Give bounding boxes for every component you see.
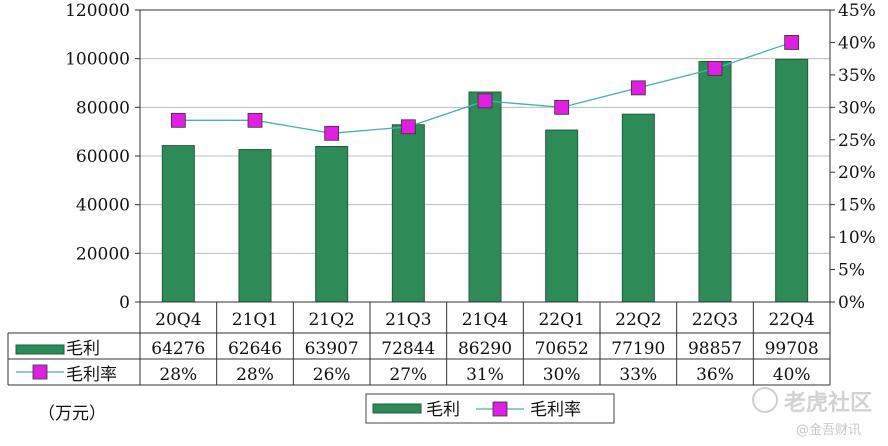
left-axis-tick-label: 120000 <box>65 1 130 21</box>
table-cell-gross-profit: 86290 <box>458 339 512 359</box>
bar-21Q3 <box>391 124 425 303</box>
legend-swatch-marker <box>492 401 508 417</box>
table-cell-gross-margin: 33% <box>619 365 657 385</box>
table-cell-gross-margin: 28% <box>236 365 274 385</box>
right-axis-tick-label: 20% <box>838 163 876 183</box>
legend: 毛利 毛利率 <box>365 393 615 424</box>
bar-layer <box>161 58 809 303</box>
category-label: 22Q3 <box>692 310 738 330</box>
right-axis-tick-label: 0% <box>838 293 865 313</box>
category-label: 20Q4 <box>155 310 201 330</box>
right-axis-tick-label: 40% <box>838 33 876 53</box>
bar-22Q4 <box>775 58 809 303</box>
table-cell-gross-margin: 31% <box>466 365 504 385</box>
marker-21Q4 <box>477 93 493 109</box>
right-axis-tick-label: 25% <box>838 131 876 151</box>
marker-22Q4 <box>784 35 800 50</box>
left-axis-tick-label: 20000 <box>76 244 130 264</box>
table-row-gross-margin: 毛利率 28% 28% 26% 27% 31% 30% 33% 36% 40% <box>16 364 811 385</box>
watermark-brand: 老虎社区 <box>784 391 873 416</box>
marker-22Q2 <box>630 80 646 96</box>
table-row-gross-profit: 毛利 64276 62646 63907 72844 86290 70652 77190 98… <box>15 339 819 359</box>
category-label: 21Q1 <box>232 310 278 330</box>
right-axis-tick-label: 15% <box>838 196 876 216</box>
category-label: 21Q3 <box>385 310 431 330</box>
marker-21Q2 <box>324 125 340 141</box>
bar-21Q1 <box>238 149 272 303</box>
line-layer <box>170 35 800 141</box>
left-axis-tick-label: 80000 <box>76 98 130 118</box>
right-axis: 0% 5% 10% 15% 20% 25% 30% 35% 40% 45% <box>830 1 876 313</box>
table-cell-gross-profit: 98857 <box>688 339 742 359</box>
table-cell-gross-profit: 63907 <box>305 339 359 359</box>
marker-21Q3 <box>400 119 416 135</box>
category-label: 21Q4 <box>462 310 508 330</box>
marker-22Q3 <box>707 61 723 76</box>
table-cell-gross-margin: 28% <box>159 365 197 385</box>
data-table: 20Q4 21Q1 21Q2 21Q3 21Q4 22Q1 22Q2 22Q3 22Q4 毛利 … <box>7 302 831 386</box>
right-axis-tick-label: 5% <box>838 261 865 281</box>
table-cell-gross-profit: 70652 <box>535 339 589 359</box>
left-axis-tick-label: 100000 <box>65 50 130 70</box>
right-axis-tick-label: 35% <box>838 66 876 86</box>
unit-label: （万元） <box>38 404 106 424</box>
bar-21Q2 <box>315 145 349 303</box>
bar-22Q1 <box>545 129 579 303</box>
marker-21Q1 <box>247 112 263 128</box>
left-axis-tick-label: 0 <box>119 293 130 313</box>
table-cell-gross-profit: 64276 <box>151 339 205 359</box>
legend-swatch-bar <box>372 403 422 414</box>
left-axis-tick-label: 40000 <box>76 196 130 216</box>
table-cell-gross-profit: 77190 <box>611 339 665 359</box>
marker-22Q1 <box>554 99 570 115</box>
bar-20Q4 <box>161 145 195 303</box>
table-cell-gross-margin: 27% <box>389 365 427 385</box>
category-label: 21Q2 <box>308 310 354 330</box>
table-cell-gross-margin: 40% <box>773 365 811 385</box>
left-axis-tick-label: 60000 <box>76 147 130 167</box>
category-label: 22Q4 <box>768 310 814 330</box>
category-label: 22Q1 <box>538 310 584 330</box>
table-cell-gross-margin: 30% <box>543 365 581 385</box>
bar-21Q4 <box>468 91 502 303</box>
table-cell-gross-margin: 26% <box>313 365 351 385</box>
table-cell-gross-profit: 99708 <box>765 339 819 359</box>
table-cell-gross-margin: 36% <box>696 365 734 385</box>
legend-label-bar: 毛利 <box>426 400 460 420</box>
right-axis-tick-label: 30% <box>838 98 876 118</box>
left-axis: 0 20000 40000 60000 80000 100000 120000 <box>65 1 140 313</box>
watermark-logo <box>752 387 778 413</box>
right-axis-tick-label: 45% <box>838 1 876 21</box>
legend-label-line: 毛利率 <box>530 400 581 420</box>
right-axis-tick-label: 10% <box>838 228 876 248</box>
bar-22Q3 <box>698 60 732 303</box>
category-label: 22Q2 <box>615 310 661 330</box>
watermark-sub: @金吾财讯 <box>796 423 862 438</box>
table-cell-gross-profit: 62646 <box>228 339 282 359</box>
table-series-name-bar: 毛利 <box>66 339 100 359</box>
table-category-row: 20Q4 21Q1 21Q2 21Q3 21Q4 22Q1 22Q2 22Q3 22Q4 <box>155 310 815 330</box>
watermark: 老虎社区 @金吾财讯 <box>752 383 882 443</box>
table-legend-key-marker <box>32 364 48 380</box>
bar-22Q2 <box>621 113 655 303</box>
marker-20Q4 <box>170 112 186 128</box>
table-legend-key-bar <box>15 344 65 355</box>
table-series-name-line: 毛利率 <box>66 365 117 385</box>
table-cell-gross-profit: 72844 <box>381 339 435 359</box>
table-grid-lines <box>7 302 831 386</box>
